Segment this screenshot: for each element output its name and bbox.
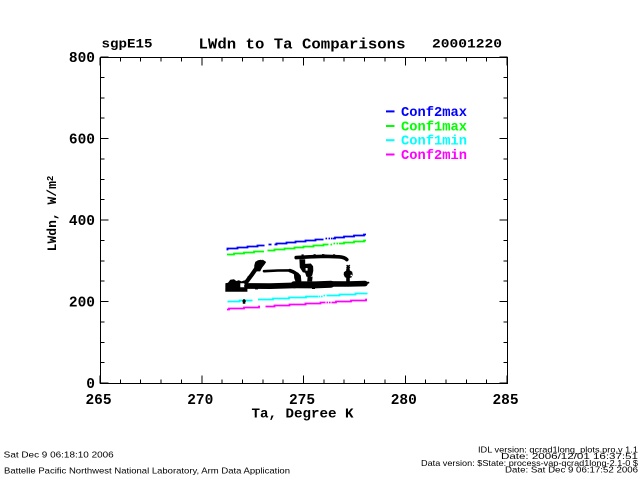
svg-text:200: 200	[69, 296, 95, 312]
svg-text:Conf1min: Conf1min	[401, 134, 467, 150]
svg-text:Date: Sat Dec 9 06:17:52 2006: Date: Sat Dec 9 06:17:52 2006	[505, 465, 638, 475]
svg-text:Conf1max: Conf1max	[401, 120, 468, 136]
svg-text:IDL version: qcrad1long_plots.: IDL version: qcrad1long_plots.pro,v 1.1	[478, 444, 638, 454]
svg-text:Battelle Pacific Northwest Nat: Battelle Pacific Northwest National Labo…	[4, 466, 290, 476]
svg-text:LWdn to Ta Comparisons: LWdn to Ta Comparisons	[199, 37, 406, 54]
svg-text:Date: 2006/12/01 16:37:51: Date: 2006/12/01 16:37:51	[501, 451, 638, 461]
svg-text:Ta, Degree K: Ta, Degree K	[252, 408, 355, 423]
svg-text:600: 600	[69, 133, 95, 149]
svg-text:265: 265	[85, 393, 111, 409]
svg-text:800: 800	[69, 51, 95, 67]
svg-text:Conf2min: Conf2min	[401, 148, 467, 164]
svg-text:400: 400	[69, 214, 95, 230]
svg-text:Data version: $State: process-: Data version: $State: process-vap-qcrad1…	[421, 458, 638, 468]
svg-text:Sat Dec 9 06:18:10 2006: Sat Dec 9 06:18:10 2006	[4, 450, 114, 460]
svg-text:280: 280	[391, 393, 417, 409]
svg-text:20001220: 20001220	[432, 37, 502, 52]
svg-text:275: 275	[289, 393, 315, 409]
svg-text:285: 285	[492, 393, 518, 409]
svg-text:LWdn, W/m2: LWdn, W/m2	[45, 176, 60, 252]
svg-text:sgpE15: sgpE15	[102, 37, 153, 52]
svg-text:Conf2max: Conf2max	[401, 105, 468, 121]
svg-text:0: 0	[86, 377, 95, 393]
svg-text:270: 270	[187, 393, 213, 409]
